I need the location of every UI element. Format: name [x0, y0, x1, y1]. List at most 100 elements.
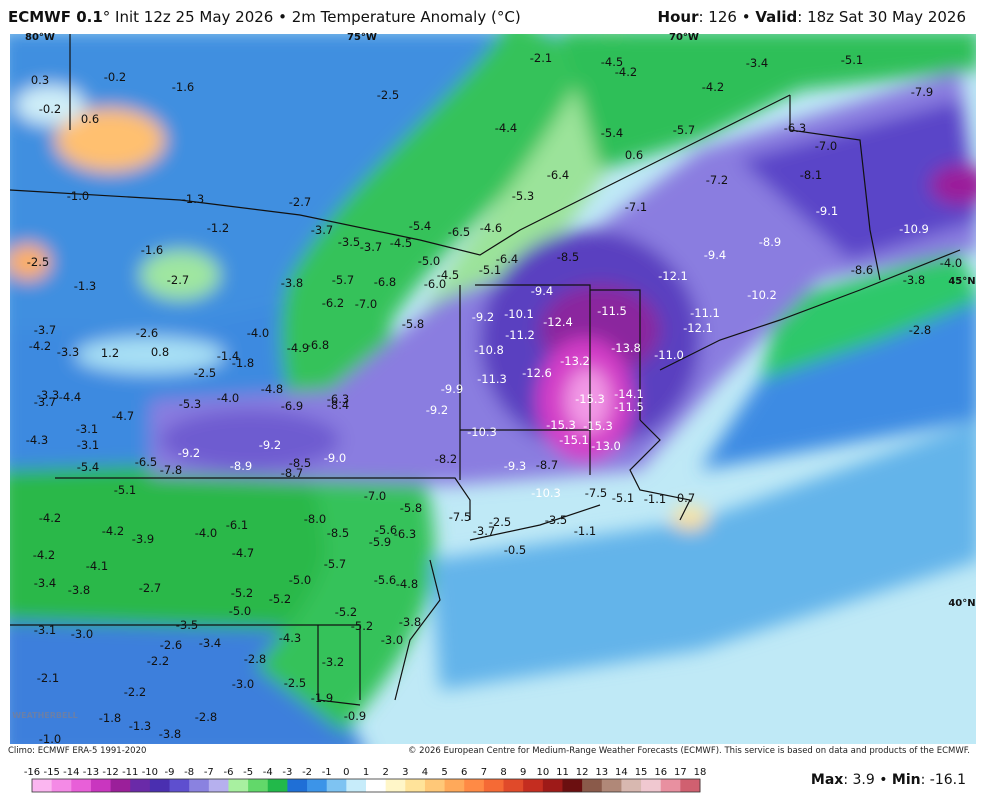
- anomaly-label: -3.4: [746, 56, 768, 70]
- colorbar-tick-label: -4: [263, 767, 273, 778]
- colorbar-cell: [32, 779, 53, 792]
- anomaly-label: -3.8: [903, 273, 925, 287]
- anomaly-label: -1.6: [172, 80, 194, 94]
- colorbar-tick-label: 16: [654, 767, 667, 778]
- colorbar-tick-label: 17: [674, 767, 687, 778]
- anomaly-label: -5.0: [229, 604, 251, 618]
- anomaly-label: 0.7: [677, 491, 695, 505]
- anomaly-label: -2.1: [530, 51, 552, 65]
- anomaly-label: -12.4: [543, 315, 573, 329]
- colorbar-tick-label: -8: [184, 767, 194, 778]
- colorbar-tick-label: 15: [635, 767, 648, 778]
- anomaly-label: -3.5: [545, 513, 567, 527]
- anomaly-label: -4.2: [29, 339, 51, 353]
- anomaly-label: -10.8: [474, 343, 504, 357]
- anomaly-label: -6.5: [135, 455, 157, 469]
- anomaly-label: -2.7: [139, 581, 161, 595]
- colorbar-tick-label: 5: [441, 767, 447, 778]
- anomaly-label: -6.3: [394, 527, 416, 541]
- anomaly-label: -3.8: [68, 583, 90, 597]
- colorbar-cell: [523, 779, 544, 792]
- anomaly-label: 0.3: [31, 73, 49, 87]
- anomaly-label: -0.9: [344, 709, 366, 723]
- anomaly-label: -2.1: [37, 671, 59, 685]
- min-value: : -16.1: [920, 772, 966, 788]
- colorbar-cell: [248, 779, 269, 792]
- colorbar-cell: [660, 779, 681, 792]
- anomaly-label: -7.5: [449, 510, 471, 524]
- anomaly-label: -3.1: [76, 422, 98, 436]
- anomaly-label: -7.0: [364, 489, 386, 503]
- anomaly-label: -9.0: [324, 451, 346, 465]
- colorbar-tick-label: 11: [556, 767, 569, 778]
- colorbar-cell: [562, 779, 583, 792]
- anomaly-label: -3.4: [199, 636, 221, 650]
- anomaly-label: -1.1: [644, 492, 666, 506]
- colorbar-tick-label: 8: [500, 767, 506, 778]
- anomaly-label: -4.5: [437, 268, 459, 282]
- anomaly-label: -8.4: [327, 398, 349, 412]
- anomaly-label: -5.0: [418, 254, 440, 268]
- anomaly-label: -2.5: [27, 255, 49, 269]
- anomaly-label: -10.2: [747, 288, 777, 302]
- colorbar-cell: [228, 779, 249, 792]
- colorbar-tick-label: -1: [322, 767, 332, 778]
- anomaly-label: -3.8: [399, 615, 421, 629]
- colorbar-cell: [189, 779, 210, 792]
- colorbar-cell: [405, 779, 426, 792]
- anomaly-label: -4.5: [390, 236, 412, 250]
- anomaly-label: -5.8: [400, 501, 422, 515]
- colorbar-frame: [31, 778, 701, 793]
- anomaly-label: -2.7: [289, 195, 311, 209]
- anomaly-label: -3.7: [34, 323, 56, 337]
- colorbar-cell: [464, 779, 485, 792]
- grid-label: 70°W: [669, 32, 699, 43]
- colorbar-cell: [366, 779, 387, 792]
- anomaly-label: -4.3: [279, 631, 301, 645]
- colorbar-tick-label: -5: [243, 767, 253, 778]
- anomaly-label: -2.5: [284, 676, 306, 690]
- anomaly-label: -4.2: [615, 65, 637, 79]
- anomaly-label: -2.8: [244, 652, 266, 666]
- anomaly-label: -1.2: [207, 221, 229, 235]
- colorbar-tick-label: 9: [520, 767, 526, 778]
- anomaly-label: -4.7: [112, 409, 134, 423]
- anomaly-label: -13.8: [611, 341, 641, 355]
- anomaly-label: -6.0: [424, 277, 446, 291]
- anomaly-label: -9.3: [504, 459, 526, 473]
- colorbar-tick-label: 13: [595, 767, 608, 778]
- anomaly-label: -3.0: [232, 677, 254, 691]
- colorbar-tick-label: 4: [422, 767, 428, 778]
- colorbar-cell: [149, 779, 171, 792]
- colorbar-tick-label: 2: [382, 767, 388, 778]
- anomaly-label: -11.2: [505, 328, 535, 342]
- anomaly-label: -3.8: [159, 727, 181, 741]
- anomaly-label: -3.7: [311, 223, 333, 237]
- anomaly-label: -9.2: [178, 446, 200, 460]
- colorbar-cell: [307, 779, 328, 792]
- anomaly-label: -4.8: [396, 577, 418, 591]
- anomaly-label: 1.2: [101, 346, 119, 360]
- colorbar-tick-label: 6: [461, 767, 467, 778]
- anomaly-label: -4.4: [495, 121, 517, 135]
- anomaly-label: -5.2: [231, 586, 253, 600]
- anomaly-label: -3.3: [57, 345, 79, 359]
- anomaly-label: -6.4: [547, 168, 569, 182]
- colorbar-tick-label: -13: [83, 767, 99, 778]
- anomaly-label: -15.1: [559, 433, 589, 447]
- anomaly-label: -8.0: [304, 512, 326, 526]
- valid-label: Valid: [755, 8, 798, 26]
- anomaly-label: -8.5: [327, 526, 349, 540]
- colorbar-cell: [90, 779, 112, 792]
- colorbar-cell: [51, 779, 72, 792]
- colorbar-cell: [208, 779, 229, 792]
- anomaly-label: -3.5: [338, 235, 360, 249]
- anomaly-label: -5.1: [612, 491, 634, 505]
- anomaly-label: -5.8: [402, 317, 424, 331]
- anomaly-label: -1.9: [311, 691, 333, 705]
- colorbar-cell: [582, 779, 603, 792]
- anomaly-label: -2.6: [136, 326, 158, 340]
- anomaly-label: -5.6: [375, 523, 397, 537]
- colorbar-tick-label: 7: [481, 767, 487, 778]
- anomaly-label: -7.2: [706, 173, 728, 187]
